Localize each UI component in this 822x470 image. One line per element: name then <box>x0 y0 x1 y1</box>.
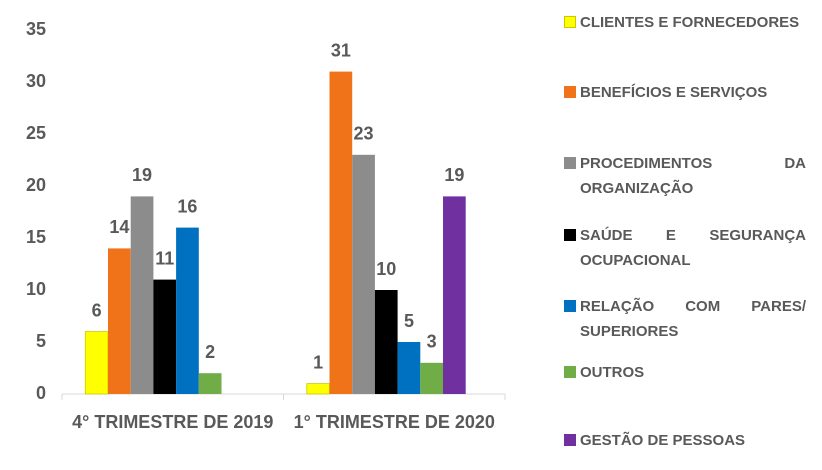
bar <box>420 362 443 394</box>
x-tick-label: 1° TRIMESTRE DE 2020 <box>293 412 495 432</box>
legend-swatch <box>564 366 576 378</box>
bar <box>153 279 177 394</box>
bar <box>374 290 398 394</box>
x-tick-label: 4° TRIMESTRE DE 2019 <box>72 412 274 432</box>
legend-swatch <box>564 86 576 98</box>
legend-swatch <box>564 157 576 169</box>
y-tick-label: 30 <box>26 71 46 91</box>
data-label: 2 <box>205 342 215 362</box>
data-label: 5 <box>404 311 414 331</box>
legend-label: BENEFÍCIOS E SERVIÇOS <box>580 84 768 101</box>
data-label: 19 <box>444 165 464 185</box>
legend-label: SAÚDE E SEGURANÇA OCUPACIONAL <box>580 227 806 269</box>
legend-label: PROCEDIMENTOS DA ORGANIZAÇÃO <box>580 155 806 197</box>
y-tick-label: 5 <box>36 331 46 351</box>
bar <box>176 227 199 394</box>
data-label: 14 <box>109 217 129 237</box>
y-tick-label: 0 <box>36 383 46 403</box>
data-label: 23 <box>354 124 374 144</box>
data-label: 19 <box>132 165 152 185</box>
data-label: 16 <box>177 196 197 216</box>
legend-swatch <box>564 300 576 312</box>
bar <box>108 248 131 394</box>
bar <box>352 154 375 394</box>
bar <box>329 71 353 394</box>
y-tick-label: 20 <box>26 175 46 195</box>
bar <box>84 331 109 395</box>
legend-label: OUTROS <box>580 364 645 381</box>
data-label: 10 <box>376 259 396 279</box>
bar <box>306 383 330 395</box>
bar <box>198 373 222 394</box>
y-tick-label: 35 <box>26 19 46 39</box>
legend-label: RELAÇÃO COM PARES/ SUPERIORES <box>580 298 806 340</box>
data-label: 6 <box>92 300 102 320</box>
bar <box>130 196 154 394</box>
data-label: 31 <box>331 40 351 60</box>
legend-label: GESTÃO DE PESSOAS <box>580 432 746 449</box>
data-label: 1 <box>313 352 323 372</box>
legend-swatch <box>564 16 576 28</box>
y-tick-label: 25 <box>26 123 46 143</box>
bar <box>443 196 466 394</box>
y-tick-label: 10 <box>26 279 46 299</box>
bar <box>397 342 421 394</box>
data-label: 3 <box>427 332 437 352</box>
legend-swatch <box>564 229 576 241</box>
y-tick-label: 15 <box>26 227 46 247</box>
legend-swatch <box>564 434 576 446</box>
legend-label: CLIENTES E FORNECEDORES <box>580 14 800 31</box>
data-label: 11 <box>155 248 174 268</box>
